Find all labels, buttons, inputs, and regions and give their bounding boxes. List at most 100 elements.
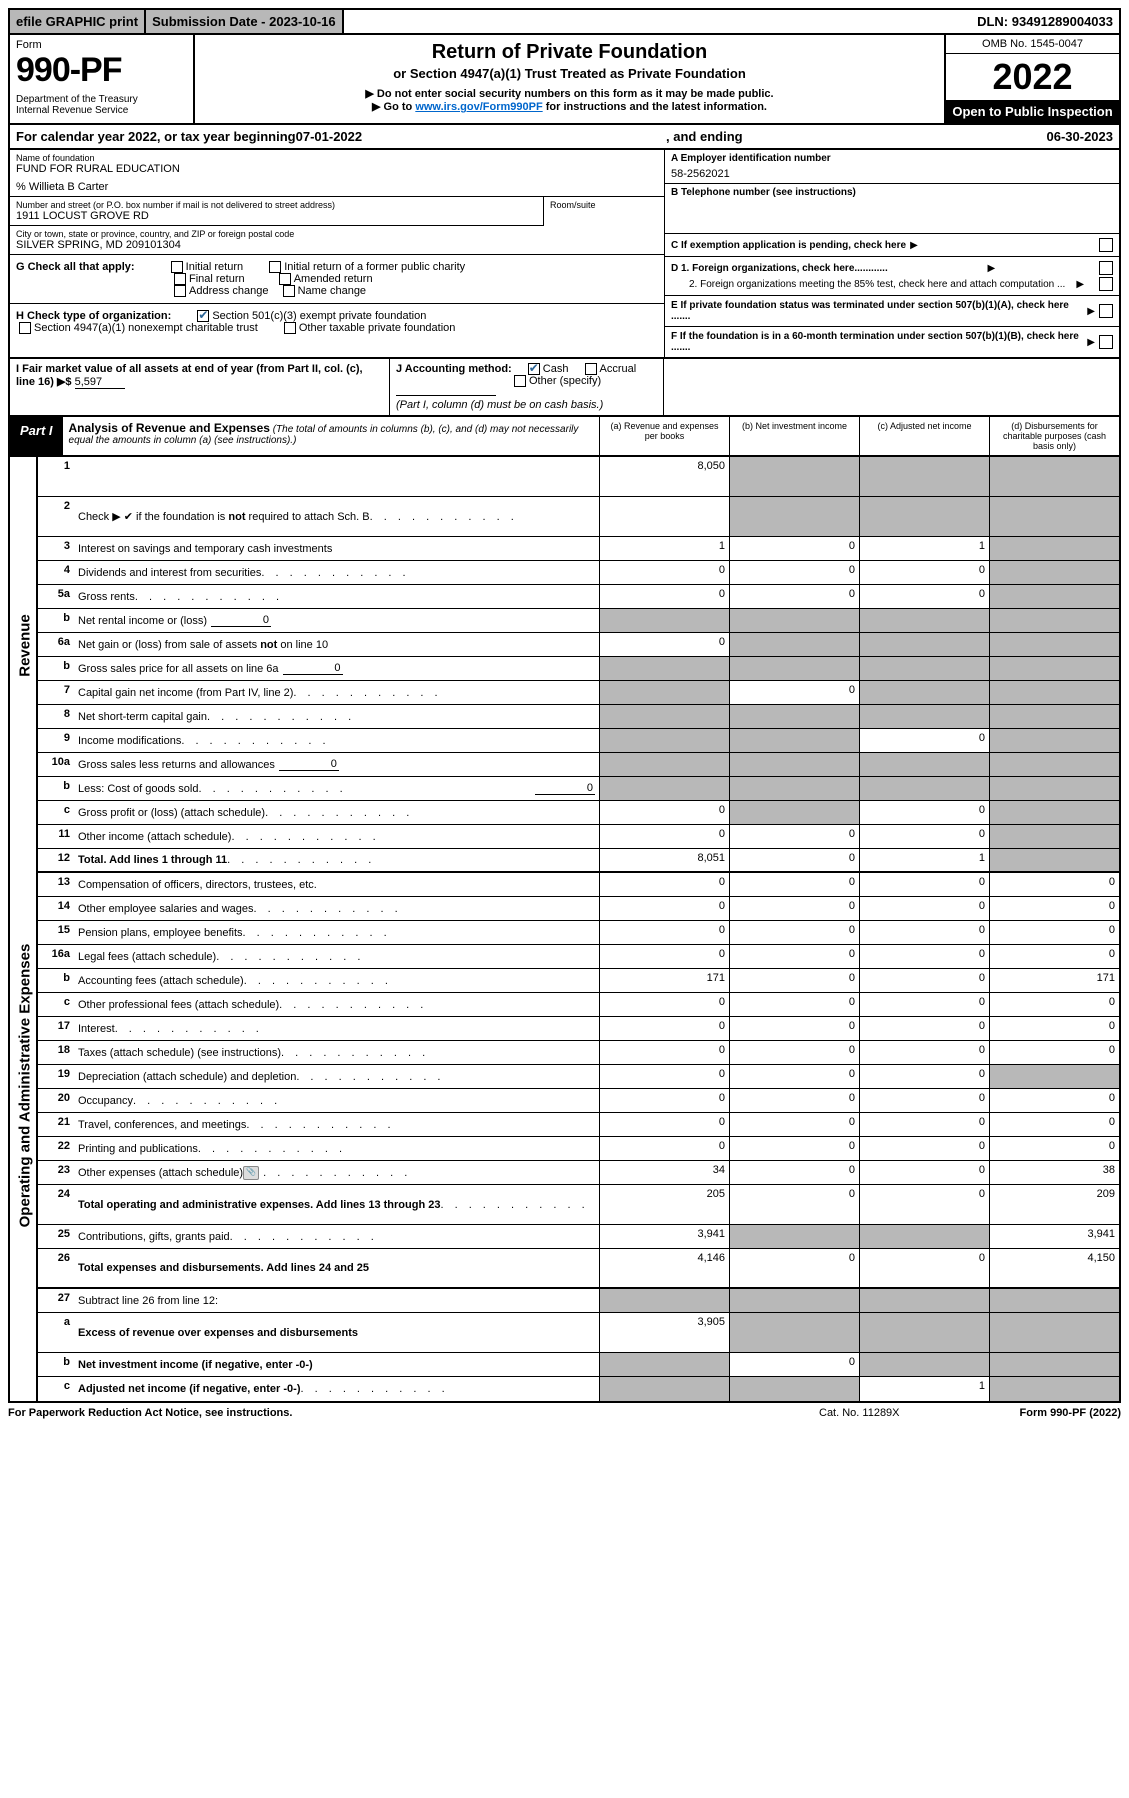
amount-cell: 0 [729, 897, 859, 920]
table-row: 13Compensation of officers, directors, t… [38, 873, 1119, 897]
form-link[interactable]: www.irs.gov/Form990PF [415, 101, 542, 113]
amount-cell: 0 [859, 945, 989, 968]
amount-cell: 0 [989, 921, 1119, 944]
checkbox-initial-former[interactable] [269, 261, 281, 273]
checkbox-other-taxable[interactable] [284, 322, 296, 334]
checkbox-name-change[interactable] [283, 285, 295, 297]
amount-cell: 0 [859, 1113, 989, 1136]
amount-cell [989, 1065, 1119, 1088]
checkbox-d2[interactable] [1099, 277, 1113, 291]
amount-cell: 3,941 [599, 1225, 729, 1248]
amount-cell: 1 [599, 537, 729, 560]
tax-year: 2022 [946, 54, 1119, 100]
page-footer: For Paperwork Reduction Act Notice, see … [8, 1403, 1121, 1423]
table-row: 18,050 [38, 457, 1119, 497]
amount-cell: 8,051 [599, 849, 729, 871]
line-number: 10a [38, 753, 74, 776]
line-description: Depreciation (attach schedule) and deple… [74, 1065, 599, 1088]
inline-value: 0 [279, 758, 339, 771]
line-description: Dividends and interest from securities .… [74, 561, 599, 584]
amount-cell [989, 1313, 1119, 1352]
dln: DLN: 93491289004033 [971, 10, 1119, 33]
g-opt-3: Amended return [294, 273, 373, 285]
amount-cell: 0 [599, 1041, 729, 1064]
line-description: Capital gain net income (from Part IV, l… [74, 681, 599, 704]
amount-cell: 0 [859, 801, 989, 824]
line-description: Net investment income (if negative, ente… [74, 1353, 599, 1376]
checkbox-f[interactable] [1099, 335, 1113, 349]
amount-cell [989, 729, 1119, 752]
checkbox-e[interactable] [1099, 304, 1113, 318]
d1-label: D 1. Foreign organizations, check here..… [671, 263, 888, 274]
amount-cell: 209 [989, 1185, 1119, 1224]
amount-cell: 0 [859, 1041, 989, 1064]
amount-cell [989, 561, 1119, 584]
amount-cell [859, 1225, 989, 1248]
line-number: 13 [38, 873, 74, 896]
amount-cell: 0 [599, 1113, 729, 1136]
line-number: 5a [38, 585, 74, 608]
line-number: 1 [38, 457, 74, 496]
amount-cell: 1 [859, 537, 989, 560]
amount-cell: 0 [859, 825, 989, 848]
form-subtitle: or Section 4947(a)(1) Trust Treated as P… [205, 66, 934, 81]
line-number: 25 [38, 1225, 74, 1248]
amount-cell [989, 457, 1119, 496]
checkbox-initial-return[interactable] [171, 261, 183, 273]
col-c-header: (c) Adjusted net income [859, 417, 989, 455]
a-label: A Employer identification number [671, 153, 1113, 164]
e-label: E If private foundation status was termi… [671, 300, 1083, 322]
line-description: Net short-term capital gain . . . . . . … [74, 705, 599, 728]
j-label: J Accounting method: [396, 363, 512, 375]
amount-cell [729, 609, 859, 632]
line-number: 15 [38, 921, 74, 944]
table-row: 25Contributions, gifts, grants paid . . … [38, 1225, 1119, 1249]
checkbox-4947a1[interactable] [19, 322, 31, 334]
c-line: C If exemption application is pending, c… [665, 234, 1119, 257]
cal-begin: 07-01-2022 [296, 129, 363, 144]
checkbox-accrual[interactable] [585, 363, 597, 375]
amount-cell: 0 [859, 873, 989, 896]
j-opt-0: Cash [543, 363, 569, 375]
subdate-label: Submission Date - [152, 14, 269, 29]
amount-cell [989, 825, 1119, 848]
amount-cell [859, 457, 989, 496]
checkbox-amended[interactable] [279, 273, 291, 285]
j-opt-1: Accrual [600, 363, 637, 375]
subdate-value: 2023-10-16 [269, 14, 336, 29]
dln-label: DLN: [977, 14, 1012, 29]
line-number: 20 [38, 1089, 74, 1112]
line-number: a [38, 1313, 74, 1352]
table-row: 14Other employee salaries and wages . . … [38, 897, 1119, 921]
entity-info: Name of foundation FUND FOR RURAL EDUCAT… [8, 150, 1121, 359]
amount-cell: 171 [989, 969, 1119, 992]
checkbox-cash[interactable] [528, 363, 540, 375]
amount-cell: 0 [599, 561, 729, 584]
checkbox-other-method[interactable] [514, 375, 526, 387]
table-row: 27Subtract line 26 from line 12: [38, 1289, 1119, 1313]
amount-cell [599, 1289, 729, 1312]
amount-cell: 0 [599, 633, 729, 656]
amount-cell: 0 [729, 1161, 859, 1184]
checkbox-c[interactable] [1099, 238, 1113, 252]
line-description: Other expenses (attach schedule)📎 . . . … [74, 1161, 599, 1184]
line-description: Compensation of officers, directors, tru… [74, 873, 599, 896]
checkbox-501c3[interactable] [197, 310, 209, 322]
dept-label: Department of the Treasury Internal Reve… [16, 94, 187, 116]
amount-cell [989, 705, 1119, 728]
form-number: 990-PF [16, 51, 187, 90]
amount-cell: 0 [729, 537, 859, 560]
checkbox-final-return[interactable] [174, 273, 186, 285]
checkbox-d1[interactable] [1099, 261, 1113, 275]
amount-cell: 0 [989, 1017, 1119, 1040]
amount-cell: 0 [729, 921, 859, 944]
table-row: 15Pension plans, employee benefits . . .… [38, 921, 1119, 945]
line-description: Gross sales price for all assets on line… [74, 657, 599, 680]
amount-cell [859, 1289, 989, 1312]
amount-cell: 0 [859, 969, 989, 992]
attachment-icon[interactable]: 📎 [243, 1166, 259, 1180]
ij-row: I Fair market value of all assets at end… [8, 359, 1121, 417]
table-row: cAdjusted net income (if negative, enter… [38, 1377, 1119, 1401]
inline-value: 0 [535, 782, 595, 795]
checkbox-address-change[interactable] [174, 285, 186, 297]
